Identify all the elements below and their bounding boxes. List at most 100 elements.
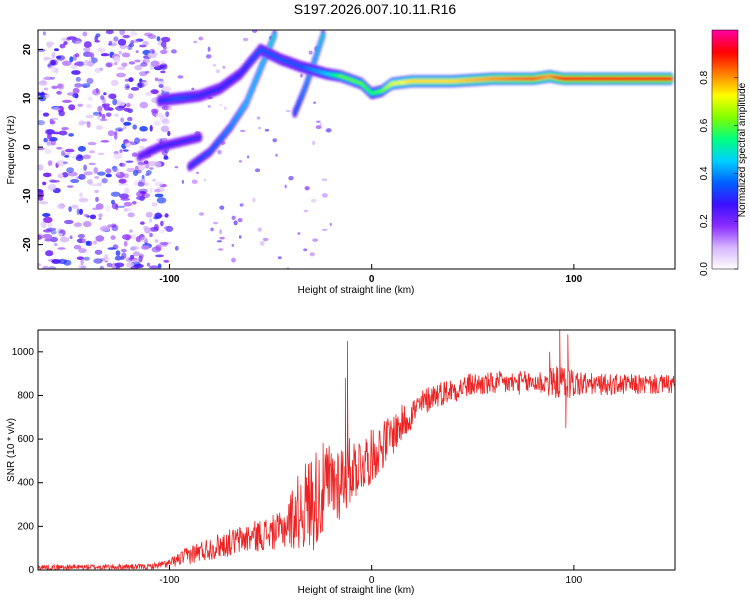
noise-blob <box>95 125 103 130</box>
colorbar-cell <box>712 30 738 33</box>
noise-blob <box>130 266 139 269</box>
colorbar-cell <box>712 223 738 226</box>
trace-rising-branch-core <box>271 36 276 40</box>
colorbar-frame <box>711 29 739 270</box>
noise-blob <box>191 87 195 91</box>
noise-blob <box>161 118 170 125</box>
colorbar-cell <box>712 133 738 137</box>
noise-blob <box>149 218 153 223</box>
noise-blob <box>42 112 50 117</box>
trace-rising-branch-core <box>268 44 272 48</box>
noise-blob <box>76 208 80 215</box>
snr-x-ticks: -100 0 100 <box>159 565 583 586</box>
spectrogram-y-tick-label: -20 <box>22 237 33 252</box>
trace-steep-branch-core <box>296 103 301 107</box>
noise-blob <box>154 181 163 187</box>
colorbar-cell <box>712 257 738 260</box>
noise-blob <box>99 265 105 269</box>
colorbar-cell <box>712 61 738 65</box>
noise-blob <box>78 173 86 180</box>
noise-blob <box>135 236 142 243</box>
noise-blob <box>64 219 74 225</box>
noise-blob <box>160 41 167 48</box>
noise-blob <box>129 229 133 233</box>
noise-blob <box>75 155 84 161</box>
noise-blob <box>57 83 63 89</box>
noise-blob <box>146 262 151 267</box>
colorbar-label: Normalized spectral amplitude <box>737 82 748 217</box>
noise-blob <box>93 176 100 179</box>
noise-blob <box>124 142 131 148</box>
noise-blob <box>112 98 118 106</box>
noise-blob <box>78 197 89 203</box>
noise-blob <box>66 167 74 174</box>
noise-blob <box>97 106 103 113</box>
noise-blob <box>124 187 130 195</box>
colorbar-tick-label: 0.2 <box>699 214 710 228</box>
colorbar-cell <box>712 245 738 248</box>
noise-blob <box>110 235 116 240</box>
trace-rising-branch-core <box>259 64 264 68</box>
colorbar-cell <box>712 101 738 105</box>
noise-blob <box>132 201 137 205</box>
noise-blob <box>130 40 135 44</box>
noise-blob <box>104 254 109 260</box>
noise-blob <box>321 178 328 182</box>
noise-blob <box>51 85 59 90</box>
trace-steep-branch-core <box>299 95 304 99</box>
noise-blob <box>46 139 52 147</box>
noise-blob <box>319 123 322 126</box>
noise-blob <box>149 125 153 132</box>
colorbar-cell <box>712 35 738 39</box>
noise-blob <box>262 237 269 242</box>
noise-blob <box>69 56 74 63</box>
noise-blob <box>127 212 135 218</box>
noise-blob <box>95 33 101 38</box>
snr-x-tick-label: 100 <box>566 575 583 586</box>
noise-blob <box>105 62 113 68</box>
noise-blob <box>124 78 129 82</box>
noise-blob <box>121 52 131 58</box>
noise-blob <box>114 262 125 268</box>
noise-blob <box>174 166 179 169</box>
colorbar-cell <box>712 239 738 242</box>
colorbar-cell <box>712 221 738 224</box>
noise-blob <box>218 248 224 251</box>
noise-blob <box>132 39 139 44</box>
noise-blob <box>149 265 159 269</box>
noise-blob <box>59 43 66 49</box>
noise-blob <box>70 178 80 184</box>
colorbar-cell <box>712 87 738 91</box>
spectrogram-trace-layer <box>136 30 674 172</box>
noise-blob <box>147 161 158 167</box>
noise-blob <box>38 110 43 113</box>
noise-blob <box>241 202 244 207</box>
noise-blob <box>124 208 128 212</box>
noise-blob <box>42 181 47 186</box>
noise-blob <box>116 67 126 70</box>
noise-blob <box>51 117 59 121</box>
trace-rising-branch-core <box>256 73 260 77</box>
noise-blob <box>120 197 130 201</box>
noise-blob <box>42 233 53 239</box>
noise-blob <box>75 222 82 226</box>
noise-blob <box>275 153 278 157</box>
noise-blob <box>54 48 59 52</box>
colorbar-cell <box>712 231 738 234</box>
page-title: S197.2026.007.10.11.R16 <box>293 1 457 17</box>
noise-blob <box>196 171 199 174</box>
trace-steep-branch-core <box>304 83 308 87</box>
colorbar-cell <box>712 151 738 155</box>
colorbar-cell <box>712 71 738 75</box>
noise-blob <box>156 197 167 204</box>
noise-blob <box>123 173 129 179</box>
trace-steep-branch-core <box>302 89 306 93</box>
noise-blob <box>212 64 217 67</box>
noise-blob <box>237 218 243 223</box>
colorbar-cell <box>712 199 738 202</box>
noise-blob <box>154 212 162 219</box>
noise-blob <box>97 113 101 120</box>
noise-blob <box>160 220 164 227</box>
colorbar-cell <box>712 37 738 41</box>
